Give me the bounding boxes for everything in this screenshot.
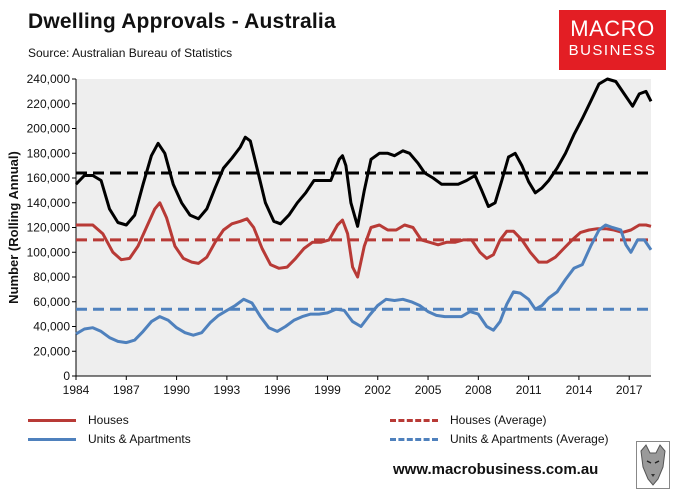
- x-tick-label: 2008: [465, 383, 492, 397]
- chart-area: 0 20,000 40,000 60,000 80,000 100,000 120,000 1…: [6, 72, 653, 397]
- y-tick-label: 40,000: [33, 320, 70, 334]
- series-line-total: [74, 77, 653, 228]
- y-tick-label: 240,000: [27, 72, 71, 86]
- x-tick-label: 2005: [415, 383, 442, 397]
- legend-item-units: Units & Apartments: [28, 432, 191, 446]
- x-tick-label: 1999: [314, 383, 341, 397]
- x-tick-label: 1987: [113, 383, 140, 397]
- legend-item-houses-average: Houses (Average): [390, 413, 547, 427]
- x-tick-label: 2014: [566, 383, 593, 397]
- website-url[interactable]: www.macrobusiness.com.au: [393, 461, 599, 478]
- x-tick-label: 1993: [214, 383, 241, 397]
- legend-label-units-average: Units & Apartments (Average): [450, 432, 609, 446]
- wolf-emblem-icon: [636, 441, 670, 489]
- x-tick-label: 2002: [364, 383, 391, 397]
- macrobusiness-logo[interactable]: MACRO BUSINESS: [559, 10, 666, 70]
- y-tick-label: 80,000: [33, 270, 70, 284]
- logo-line-1: MACRO: [570, 16, 655, 41]
- chart-source: Source: Australian Bureau of Statistics: [28, 46, 233, 60]
- y-tick-label: 180,000: [27, 146, 71, 160]
- legend-item-units-average: Units & Apartments (Average): [390, 432, 609, 446]
- chart-title: Dwelling Approvals - Australia: [28, 10, 336, 33]
- y-tick-label: 60,000: [33, 295, 70, 309]
- series-line-houses: [76, 201, 652, 279]
- legend-swatch-units: [28, 437, 76, 441]
- y-tick-label: 120,000: [27, 221, 71, 235]
- legend-swatch-units-average: [390, 437, 438, 441]
- y-tick-label: 220,000: [27, 97, 71, 111]
- y-axis-title: Number (Rolling Annual): [6, 151, 21, 304]
- y-tick-label: 20,000: [33, 344, 70, 358]
- legend-label-units: Units & Apartments: [88, 432, 191, 446]
- y-tick-label: 200,000: [27, 122, 71, 136]
- y-tick-label: 140,000: [27, 196, 71, 210]
- x-tick-label: 1990: [163, 383, 190, 397]
- y-tick-label: 100,000: [27, 245, 71, 259]
- legend-item-houses: Houses: [28, 413, 129, 427]
- logo-line-2: BUSINESS: [568, 42, 657, 59]
- plot-background: [76, 79, 651, 376]
- x-tick-label: 2011: [516, 383, 542, 397]
- x-tick-label: 1996: [264, 383, 291, 397]
- series-line-units-apartments: [75, 223, 653, 345]
- legend-swatch-houses: [28, 418, 76, 422]
- y-tick-label: 0: [63, 369, 70, 383]
- legend-label-houses: Houses: [88, 413, 129, 427]
- x-tick-label: 1984: [63, 383, 90, 397]
- legend-swatch-houses-average: [390, 418, 438, 422]
- legend-label-houses-average: Houses (Average): [450, 413, 547, 427]
- y-tick-label: 160,000: [27, 171, 71, 185]
- x-tick-label: 2017: [616, 383, 643, 397]
